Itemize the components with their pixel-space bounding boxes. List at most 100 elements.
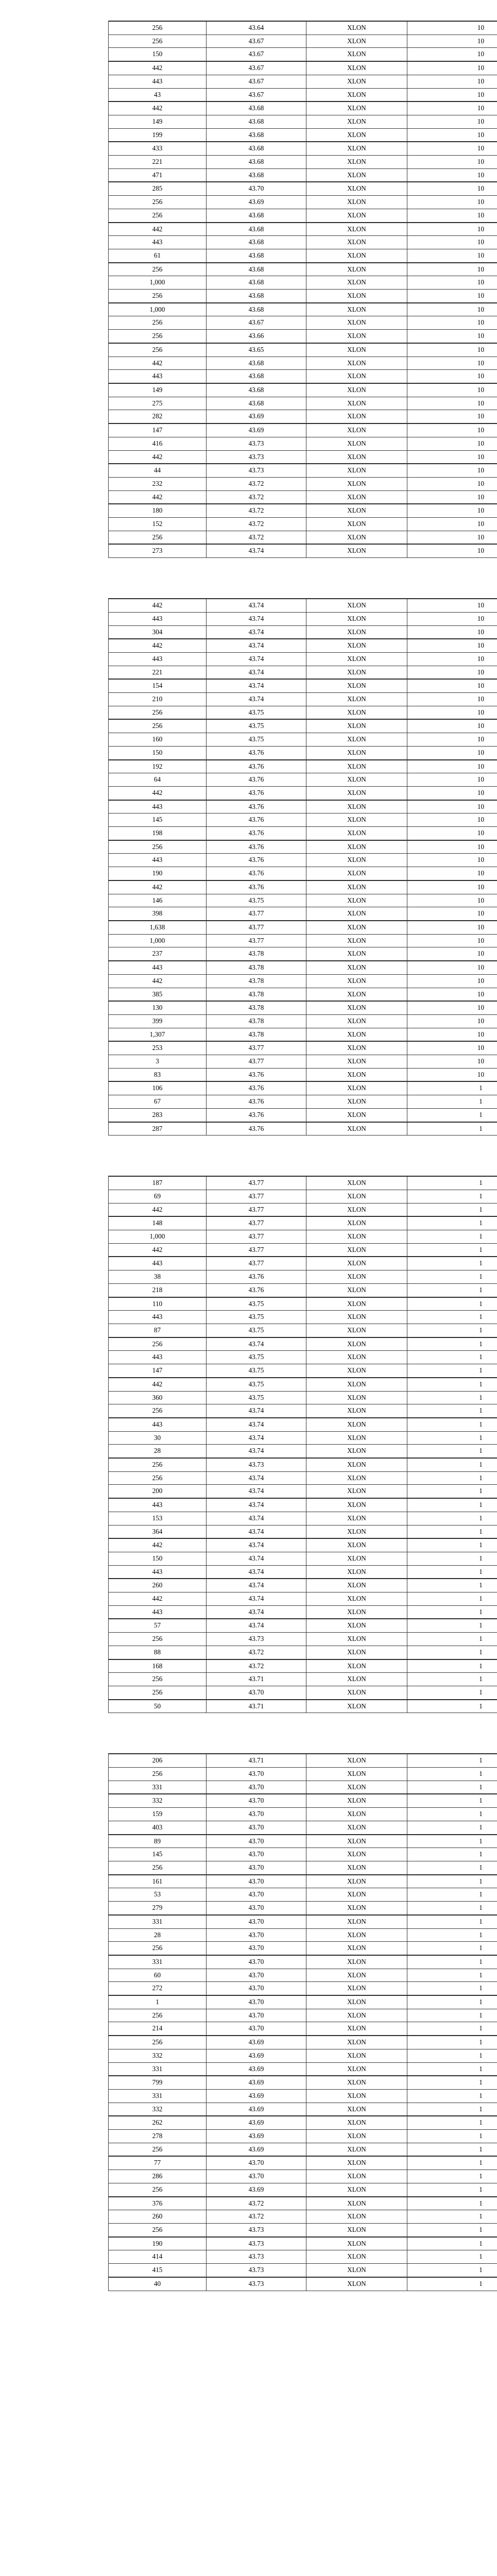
table-row: 442 43.78 XLON 10 (108, 974, 497, 988)
table-row: 146 43.75 XLON 10 (108, 893, 497, 908)
cell-venue: XLON (306, 1605, 407, 1619)
cell-venue: XLON (306, 960, 407, 975)
cell-price: 43.68 (206, 382, 306, 397)
cell-price: 43.74 (206, 692, 306, 706)
cell-time: 1 (407, 1458, 497, 1472)
cell-venue: XLON (306, 101, 407, 115)
table-row: 145 43.70 XLON 1 (108, 1848, 497, 1861)
table-row: 283 43.76 XLON 1 (108, 1108, 497, 1123)
table-row: 130 43.78 XLON 10 (108, 1001, 497, 1015)
cell-price: 43.74 (206, 1524, 306, 1539)
table-row: 256 43.74 XLON 1 (108, 1336, 497, 1351)
table-row: 304 43.74 XLON 10 (108, 625, 497, 639)
cell-price: 43.76 (206, 1121, 306, 1136)
cell-time: 1 (407, 2196, 497, 2211)
cell-price: 43.77 (206, 1230, 306, 1244)
cell-time: 10 (407, 934, 497, 948)
cell-volume: 442 (108, 1538, 207, 1552)
cell-time: 1 (407, 2276, 497, 2291)
cell-volume: 77 (108, 2156, 207, 2171)
cell-volume: 232 (108, 477, 207, 491)
cell-volume: 443 (108, 369, 207, 384)
cell-time: 1 (407, 2102, 497, 2116)
cell-time: 1 (407, 2236, 497, 2251)
cell-time: 1 (407, 1968, 497, 1982)
cell-price: 43.76 (206, 1283, 306, 1298)
cell-venue: XLON (306, 799, 407, 814)
cell-time: 10 (407, 208, 497, 223)
cell-volume: 256 (108, 839, 207, 854)
cell-time: 10 (407, 987, 497, 1002)
table-row: 256 43.66 XLON 10 (108, 329, 497, 344)
cell-price: 43.72 (206, 2196, 306, 2211)
cell-time: 1 (407, 1699, 497, 1714)
cell-time: 10 (407, 733, 497, 747)
cell-volume: 88 (108, 1645, 207, 1660)
table-row: 1,307 43.78 XLON 10 (108, 1027, 497, 1042)
cell-time: 10 (407, 853, 497, 868)
table-row: 150 43.76 XLON 10 (108, 745, 497, 760)
cell-time: 1 (407, 1511, 497, 1526)
cell-venue: XLON (306, 1270, 407, 1284)
table-row: 154 43.74 XLON 10 (108, 679, 497, 693)
cell-venue: XLON (306, 947, 407, 961)
table-row: 60 43.70 XLON 1 (108, 1968, 497, 1982)
cell-price: 43.74 (206, 1618, 306, 1633)
cell-volume: 206 (108, 1753, 207, 1768)
cell-venue: XLON (306, 1176, 407, 1190)
cell-volume: 192 (108, 759, 207, 774)
table-row: 414 43.73 XLON 1 (108, 2250, 497, 2264)
cell-time: 10 (407, 1027, 497, 1042)
cell-time: 10 (407, 638, 497, 653)
table-row: 168 43.72 XLON 1 (108, 1658, 497, 1673)
cell-venue: XLON (306, 47, 407, 62)
cell-volume: 442 (108, 222, 207, 236)
table-row: 44 43.73 XLON 10 (108, 463, 497, 478)
table-row: 160 43.75 XLON 10 (108, 733, 497, 747)
cell-price: 43.68 (206, 248, 306, 263)
table-row: 187 43.77 XLON 1 (108, 1176, 497, 1190)
cell-time: 1 (407, 1551, 497, 1566)
cell-venue: XLON (306, 382, 407, 397)
cell-time: 10 (407, 61, 497, 75)
cell-volume: 256 (108, 1685, 207, 1700)
cell-volume: 145 (108, 1848, 207, 1861)
cell-volume: 53 (108, 1888, 207, 1902)
cell-time: 1 (407, 1202, 497, 1217)
cell-price: 43.68 (206, 396, 306, 411)
cell-venue: XLON (306, 1202, 407, 1217)
table-row: 150 43.74 XLON 1 (108, 1551, 497, 1566)
cell-volume: 256 (108, 1941, 207, 1956)
cell-venue: XLON (306, 1753, 407, 1768)
cell-venue: XLON (306, 503, 407, 518)
cell-venue: XLON (306, 1444, 407, 1459)
cell-volume: 3 (108, 1055, 207, 1069)
cell-price: 43.68 (206, 101, 306, 115)
cell-time: 1 (407, 1391, 497, 1405)
table-row: 443 43.74 XLON 10 (108, 652, 497, 666)
cell-volume: 399 (108, 1014, 207, 1028)
table-row: 190 43.73 XLON 1 (108, 2236, 497, 2251)
cell-time: 10 (407, 195, 497, 209)
cell-time: 1 (407, 2156, 497, 2171)
cell-time: 1 (407, 1417, 497, 1432)
table-row: 442 43.68 XLON 10 (108, 101, 497, 115)
cell-venue: XLON (306, 1592, 407, 1606)
cell-time: 10 (407, 262, 497, 277)
cell-volume: 28 (108, 1444, 207, 1459)
cell-venue: XLON (306, 1364, 407, 1378)
cell-price: 43.73 (206, 2276, 306, 2291)
cell-venue: XLON (306, 369, 407, 384)
cell-volume: 443 (108, 235, 207, 249)
table-row: 57 43.74 XLON 1 (108, 1618, 497, 1633)
cell-venue: XLON (306, 463, 407, 478)
cell-price: 43.75 (206, 1364, 306, 1378)
cell-price: 43.67 (206, 47, 306, 62)
cell-time: 1 (407, 1350, 497, 1365)
table-row: 256 43.67 XLON 10 (108, 316, 497, 330)
cell-price: 43.68 (206, 114, 306, 129)
cell-time: 10 (407, 544, 497, 558)
cell-volume: 160 (108, 733, 207, 747)
cell-volume: 332 (108, 2048, 207, 2063)
cell-time: 10 (407, 222, 497, 236)
